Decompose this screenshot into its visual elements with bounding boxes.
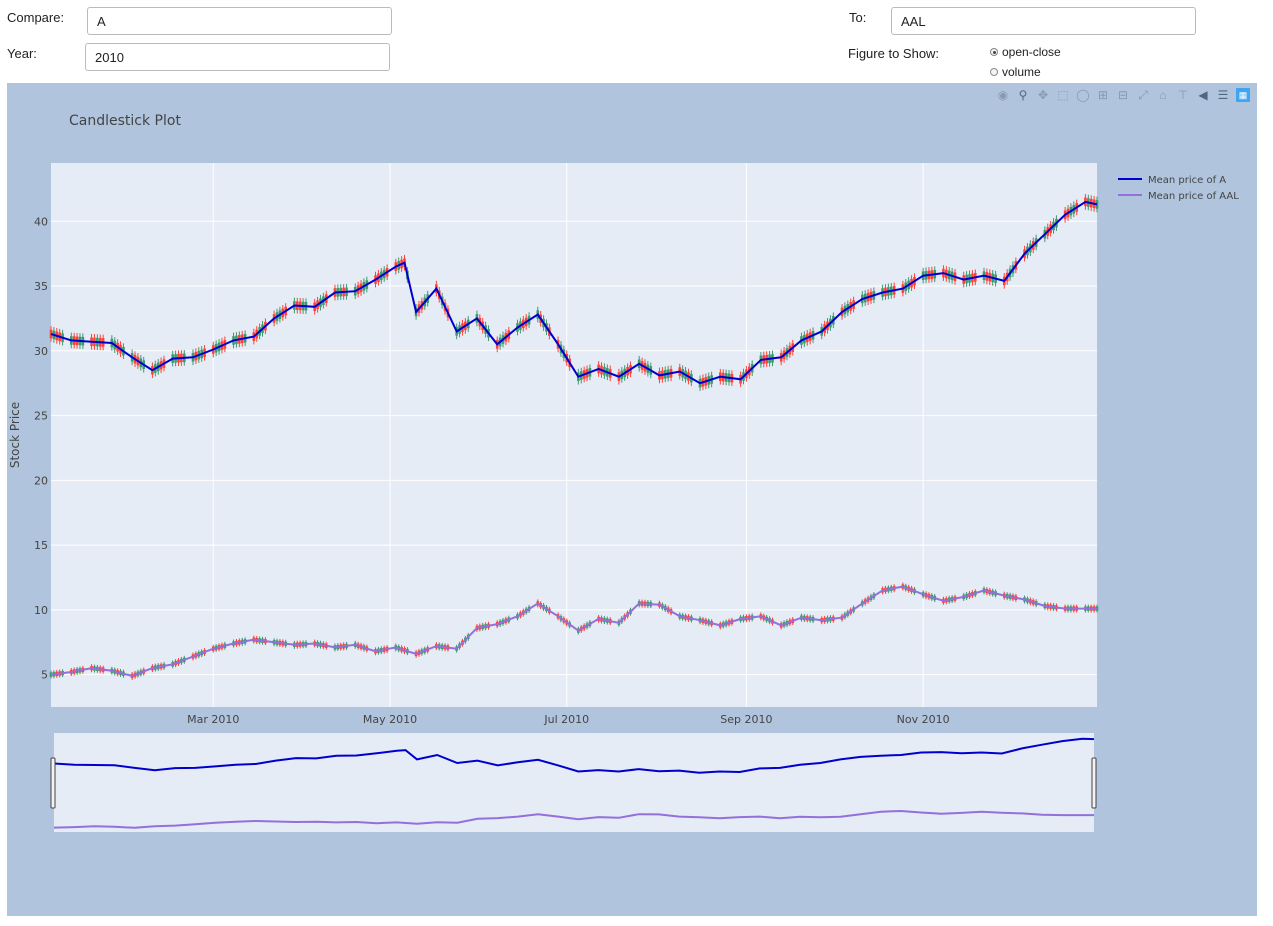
radio-volume[interactable]: volume xyxy=(990,65,1041,79)
compare-input[interactable] xyxy=(87,7,392,35)
legend: Mean price of A Mean price of AAL xyxy=(1118,175,1239,202)
y-axis-label: Stock Price xyxy=(8,402,22,468)
zoom-out-icon[interactable]: ⊟ xyxy=(1117,88,1129,102)
y-tick-label: 35 xyxy=(34,280,48,293)
hover-closest-icon[interactable]: ◀ xyxy=(1198,88,1208,102)
rangeslider-left-handle[interactable] xyxy=(50,757,56,809)
y-tick-label: 15 xyxy=(34,539,48,552)
x-tick-label: May 2010 xyxy=(363,713,417,726)
year-label: Year: xyxy=(7,46,37,61)
candle-body xyxy=(49,672,53,677)
tick-layer: 5 10 15 20 25 30 35 40 Mar 2010 May 2010 Jul 2010 S… xyxy=(34,215,950,726)
spike-lines-icon[interactable]: ⊤ xyxy=(1177,88,1189,102)
legend-label[interactable]: Mean price of AAL xyxy=(1148,191,1239,202)
radio-open-close-label: open-close xyxy=(1002,45,1061,59)
radio-open-close[interactable]: open-close xyxy=(990,45,1061,59)
y-tick-label: 20 xyxy=(34,474,48,487)
plotly-logo-icon[interactable]: ▦ xyxy=(1236,88,1250,102)
zoom-in-icon[interactable]: ⊞ xyxy=(1097,88,1109,102)
lasso-icon[interactable]: ◯ xyxy=(1076,88,1090,102)
rangeslider-layer xyxy=(53,737,1095,829)
radio-volume-label: volume xyxy=(1002,65,1041,79)
zoom-icon[interactable]: ⚲ xyxy=(1018,88,1028,102)
rangeslider-bg[interactable] xyxy=(54,733,1094,832)
mean-line-2 xyxy=(50,585,1097,677)
x-tick-label: Jul 2010 xyxy=(543,713,589,726)
x-tick-label: Sep 2010 xyxy=(720,713,772,726)
main-plot-bg[interactable] xyxy=(51,163,1097,707)
pan-icon[interactable]: ✥ xyxy=(1037,88,1049,102)
autoscale-icon[interactable]: ⤢ xyxy=(1138,87,1148,102)
candle-body xyxy=(1095,200,1099,209)
rangeslider-right-handle[interactable] xyxy=(1091,757,1097,809)
home-icon[interactable]: ⌂ xyxy=(1159,88,1167,102)
rangeslider-line-2 xyxy=(53,809,1094,829)
y-tick-label: 40 xyxy=(34,215,48,228)
plot-container: ◉ ⚲ ✥ ⬚ ◯ ⊞ ⊟ ⤢ ⌂ ⊤ ◀ ☰ ▦ Candlestick Pl… xyxy=(7,83,1257,916)
candlestick-chart: Candlestick Plot 5 10 15 20 25 30 35 40 Mar 2010… xyxy=(8,113,1239,832)
x-tick-label: Mar 2010 xyxy=(187,713,239,726)
radio-open-close-dot[interactable] xyxy=(990,48,998,56)
box-select-icon[interactable]: ⬚ xyxy=(1057,88,1069,102)
figure-to-show-label: Figure to Show: xyxy=(848,46,940,61)
mean-line-1 xyxy=(50,200,1098,385)
x-tick-label: Nov 2010 xyxy=(897,713,950,726)
to-input[interactable] xyxy=(891,7,1196,35)
to-label: To: xyxy=(849,10,867,25)
legend-label[interactable]: Mean price of A xyxy=(1148,175,1226,186)
y-tick-label: 10 xyxy=(34,604,48,617)
chart-title: Candlestick Plot xyxy=(69,113,181,129)
y-tick-label: 5 xyxy=(41,669,48,682)
modebar: ◉ ⚲ ✥ ⬚ ◯ ⊞ ⊟ ⤢ ⌂ ⊤ ◀ ☰ ▦ xyxy=(993,87,1253,103)
hover-compare-icon[interactable]: ☰ xyxy=(1217,88,1229,102)
year-input[interactable] xyxy=(85,43,390,71)
camera-icon[interactable]: ◉ xyxy=(997,88,1009,102)
y-tick-label: 30 xyxy=(34,345,48,358)
line-layer xyxy=(50,200,1098,677)
radio-volume-dot[interactable] xyxy=(990,68,998,76)
candle-body xyxy=(49,329,53,339)
compare-label: Compare: xyxy=(7,10,65,25)
y-tick-label: 25 xyxy=(34,410,48,423)
rangeslider-line-1 xyxy=(53,737,1095,774)
